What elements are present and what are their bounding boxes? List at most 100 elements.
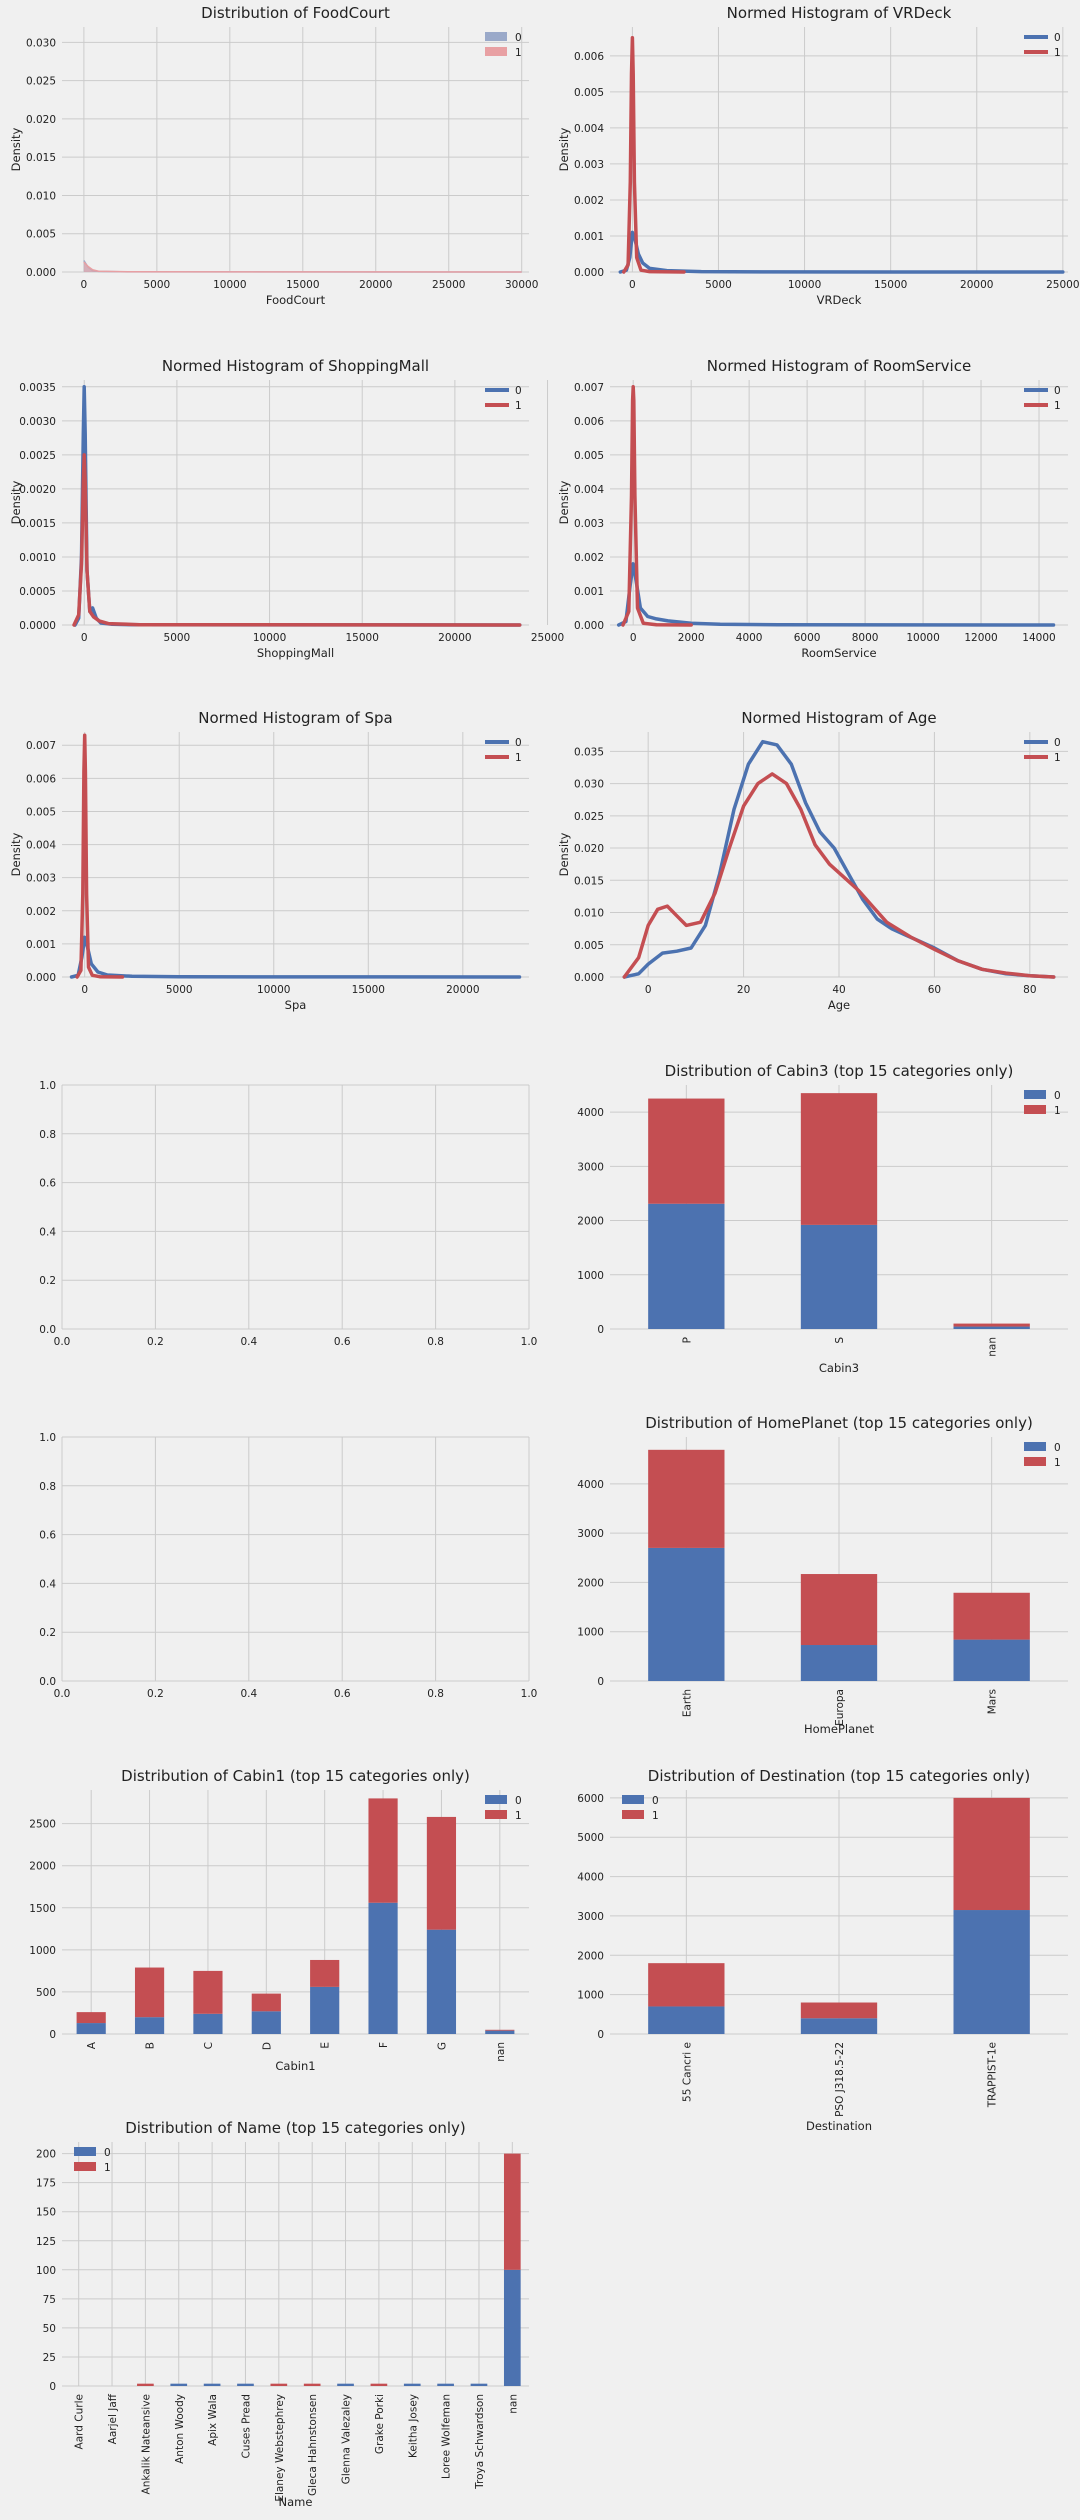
y-tick-label: 0.0000 — [19, 620, 56, 632]
x-axis-label: RoomService — [801, 646, 876, 660]
y-tick-label: 0 — [597, 2029, 604, 2041]
bar-series-1-b — [134, 1967, 165, 2018]
legend-swatch-1 — [1024, 1105, 1046, 1114]
legend-label-0: 0 — [1054, 1442, 1061, 1454]
chart-shoppingmall: 0.0000 0.0005 0.0010 0.0015 0.0020 0.0025 0.00… — [9, 357, 564, 660]
x-tick-label: 0 — [81, 632, 88, 644]
bar-series-0-cuses-pread — [237, 2383, 254, 2386]
x-tick-label: 0.0 — [54, 1688, 71, 1700]
line-series-1 — [75, 733, 125, 979]
legend: 01 — [1024, 737, 1061, 764]
y-axis-label: Density — [557, 832, 571, 876]
bar-series-0-keitha-josey — [403, 2383, 421, 2386]
y-tick-label: 0 — [49, 2029, 56, 2041]
y-tick-label: 4000 — [577, 1872, 604, 1884]
x-tick-label: B — [145, 2042, 157, 2049]
y-tick-label: 0.6 — [39, 1178, 56, 1190]
y-tick-label: 150 — [36, 2207, 56, 2219]
y-tick-label: 0.000 — [574, 267, 604, 279]
chart-title: Distribution of Name (top 15 categories … — [125, 2119, 466, 2137]
x-tick-label: 6000 — [794, 632, 821, 644]
y-tick-label: 0.025 — [26, 76, 56, 88]
y-tick-label: 4000 — [577, 1479, 604, 1491]
x-tick-label: 5000 — [705, 279, 732, 291]
y-tick-label: 0.0015 — [19, 518, 56, 530]
bar-series-0-pso-j318-5-22 — [800, 2018, 878, 2034]
chart-title: Distribution of HomePlanet (top 15 categ… — [645, 1414, 1033, 1432]
line-series-1 — [622, 36, 686, 274]
y-tick-label: 1000 — [577, 1627, 604, 1639]
x-tick-label: S — [834, 1337, 846, 1344]
chart-homeplanet: 0 1000 2000 3000 4000 Earth Europa Mars Distribu… — [577, 1414, 1068, 1736]
legend-swatch-1 — [485, 1810, 507, 1819]
bar-series-1-d — [251, 1993, 281, 2012]
x-tick-label: 0 — [645, 984, 652, 996]
x-axis-label: Age — [828, 998, 850, 1012]
y-tick-label: 0.0 — [39, 1324, 56, 1336]
y-tick-label: 0.020 — [574, 843, 604, 855]
y-tick-label: 0.001 — [26, 939, 56, 951]
bar-series-0-p — [648, 1203, 725, 1329]
legend: 01 — [1024, 1442, 1061, 1469]
chart-name: 0 25 50 75 100 125 150 175 200 Aard Curle Aarjel J… — [36, 2119, 529, 2509]
x-tick-label: Grake Porki — [374, 2394, 386, 2454]
y-tick-label: 0.025 — [574, 811, 604, 823]
y-tick-label: 0.0 — [39, 1676, 56, 1688]
x-axis-label: Destination — [806, 2119, 872, 2133]
y-tick-label: 3000 — [577, 1911, 604, 1923]
legend-swatch-1 — [485, 47, 507, 56]
x-axis-label: Name — [279, 2495, 313, 2509]
x-tick-label: Mars — [987, 1689, 999, 1714]
x-tick-label: 1.0 — [521, 1336, 538, 1348]
legend-label-1: 1 — [652, 1810, 659, 1822]
y-tick-label: 25 — [43, 2352, 56, 2364]
y-tick-label: 5000 — [577, 1832, 604, 1844]
bar-series-1-nan — [503, 2153, 521, 2270]
x-axis-label: HomePlanet — [804, 1722, 875, 1736]
y-tick-label: 0.002 — [26, 906, 56, 918]
x-tick-label: 80 — [1023, 984, 1036, 996]
y-tick-label: 0.003 — [574, 518, 604, 530]
x-tick-label: 15000 — [286, 279, 319, 291]
y-tick-label: 0 — [597, 1324, 604, 1336]
y-tick-label: 1.0 — [39, 1080, 56, 1092]
x-tick-label: 1.0 — [521, 1688, 538, 1700]
bar-series-1-europa — [800, 1574, 878, 1646]
y-tick-label: 1000 — [577, 1270, 604, 1282]
y-tick-label: 0.005 — [574, 87, 604, 99]
x-tick-label: 4000 — [736, 632, 763, 644]
bar-series-0-nan — [485, 2030, 515, 2034]
legend-label-0: 0 — [515, 1795, 522, 1807]
y-tick-label: 0.015 — [574, 875, 604, 887]
y-tick-label: 0.003 — [26, 873, 56, 885]
y-tick-label: 2000 — [577, 1577, 604, 1589]
legend-swatch-0 — [1024, 1090, 1046, 1099]
y-tick-label: 0.006 — [574, 51, 604, 63]
bar-series-0-europa — [800, 1645, 878, 1681]
x-tick-label: 25000 — [432, 279, 465, 291]
y-tick-label: 125 — [36, 2236, 56, 2248]
legend: 01 — [485, 385, 522, 412]
y-axis-label: Density — [9, 127, 23, 171]
y-tick-label: 0.004 — [26, 840, 56, 852]
y-tick-label: 0 — [597, 1676, 604, 1688]
x-tick-label: 0.2 — [147, 1688, 164, 1700]
x-tick-label: Apix Wala — [207, 2394, 219, 2446]
x-tick-label: 5000 — [166, 984, 193, 996]
bar-series-0-d — [251, 2011, 281, 2034]
bar-series-0-b — [134, 2017, 165, 2034]
y-tick-label: 0.8 — [39, 1481, 56, 1493]
y-tick-label: 0.004 — [574, 484, 604, 496]
chart-empty1: 0.0 0.2 0.4 0.6 0.8 1.0 0.0 0.2 0.4 0.6 0.8 1.0 — [39, 1080, 537, 1348]
bar-series-0-nan — [503, 2269, 521, 2386]
chart-title: Normed Histogram of Age — [741, 709, 936, 727]
legend-label-1: 1 — [1054, 752, 1061, 764]
y-tick-label: 0.007 — [574, 382, 604, 394]
x-tick-label: 2000 — [678, 632, 705, 644]
y-tick-label: 0.004 — [574, 123, 604, 135]
legend-swatch-1 — [1024, 1457, 1046, 1466]
y-tick-label: 0.020 — [26, 114, 56, 126]
x-tick-label: 10000 — [257, 984, 290, 996]
bar-series-0-c — [193, 2013, 223, 2034]
